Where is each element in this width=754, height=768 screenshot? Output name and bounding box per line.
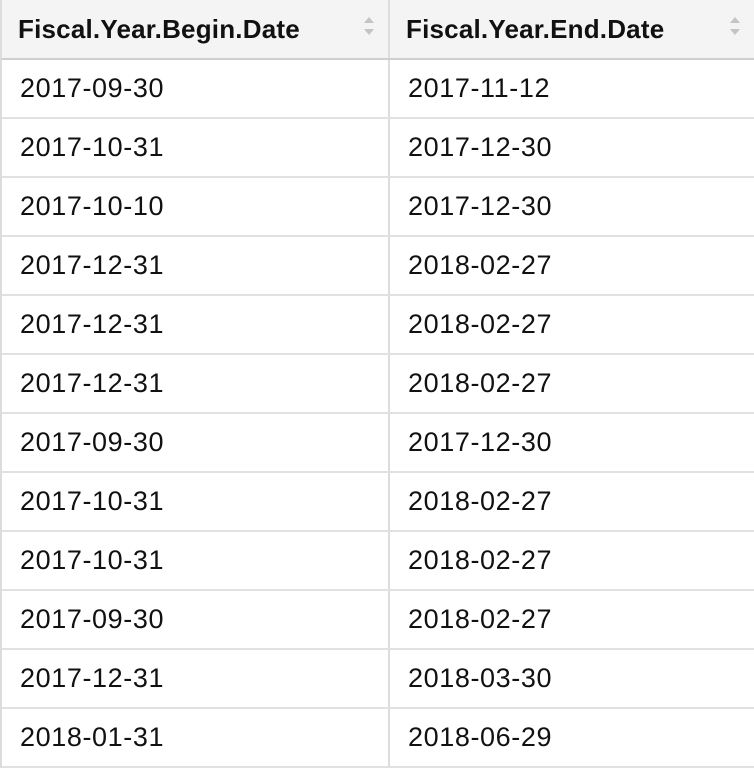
table-cell-end-date: 2018-02-27 <box>408 545 553 575</box>
table-row: 2017-12-31 2018-02-27 <box>2 355 754 414</box>
table-row: 2017-10-31 2018-02-27 <box>2 473 754 532</box>
table-cell-end-date: 2018-02-27 <box>408 250 553 280</box>
table-cell-end-date: 2017-12-30 <box>408 191 553 221</box>
table-row: 2017-09-30 2018-02-27 <box>2 591 754 650</box>
table-cell-begin-date: 2017-09-30 <box>2 60 390 117</box>
table-header-row: Fiscal.Year.Begin.Date Fiscal.Year.End.D… <box>2 0 754 60</box>
table-row: 2017-12-31 2018-02-27 <box>2 237 754 296</box>
table-cell-end-date: 2018-06-29 <box>408 722 553 752</box>
table-cell-end-date: 2017-12-30 <box>408 427 553 457</box>
table-cell-begin-date: 2017-12-31 <box>2 237 390 294</box>
sort-up-down-icon[interactable] <box>728 14 742 38</box>
table-row: 2017-09-30 2017-11-12 <box>2 60 754 119</box>
table-row: 2017-09-30 2017-12-30 <box>2 414 754 473</box>
table-row: 2017-12-31 2018-03-30 <box>2 650 754 709</box>
table-cell-end-date: 2018-02-27 <box>408 486 553 516</box>
column-header-label: Fiscal.Year.End.Date <box>406 13 665 44</box>
table-row: 2017-10-31 2017-12-30 <box>2 119 754 178</box>
table-cell-begin-date: 2017-09-30 <box>2 414 390 471</box>
table-cell-end-date: 2018-02-27 <box>408 368 553 398</box>
table-row: 2017-12-31 2018-02-27 <box>2 296 754 355</box>
table-cell-begin-date: 2017-10-31 <box>2 473 390 530</box>
table-cell-end-date: 2018-03-30 <box>408 663 553 693</box>
column-header-fiscal-year-end-date[interactable]: Fiscal.Year.End.Date <box>390 0 754 58</box>
sort-up-down-icon[interactable] <box>362 14 376 38</box>
table-row: 2017-10-31 2018-02-27 <box>2 532 754 591</box>
table-cell-end-date: 2017-11-12 <box>408 73 551 103</box>
table-cell-begin-date: 2017-12-31 <box>2 355 390 412</box>
table-cell-begin-date: 2017-10-31 <box>2 119 390 176</box>
table-cell-end-date: 2018-02-27 <box>408 604 553 634</box>
table-row: 2018-01-31 2018-06-29 <box>2 709 754 768</box>
table-cell-begin-date: 2017-10-10 <box>2 178 390 235</box>
table-cell-begin-date: 2018-01-31 <box>2 709 390 766</box>
table-cell-begin-date: 2017-09-30 <box>2 591 390 648</box>
column-header-label: Fiscal.Year.Begin.Date <box>18 13 300 44</box>
table-cell-end-date: 2018-02-27 <box>408 309 553 339</box>
table-cell-begin-date: 2017-12-31 <box>2 650 390 707</box>
table-cell-end-date: 2017-12-30 <box>408 132 553 162</box>
column-header-fiscal-year-begin-date[interactable]: Fiscal.Year.Begin.Date <box>2 0 390 58</box>
table-cell-begin-date: 2017-10-31 <box>2 532 390 589</box>
table-row: 2017-10-10 2017-12-30 <box>2 178 754 237</box>
table-cell-begin-date: 2017-12-31 <box>2 296 390 353</box>
